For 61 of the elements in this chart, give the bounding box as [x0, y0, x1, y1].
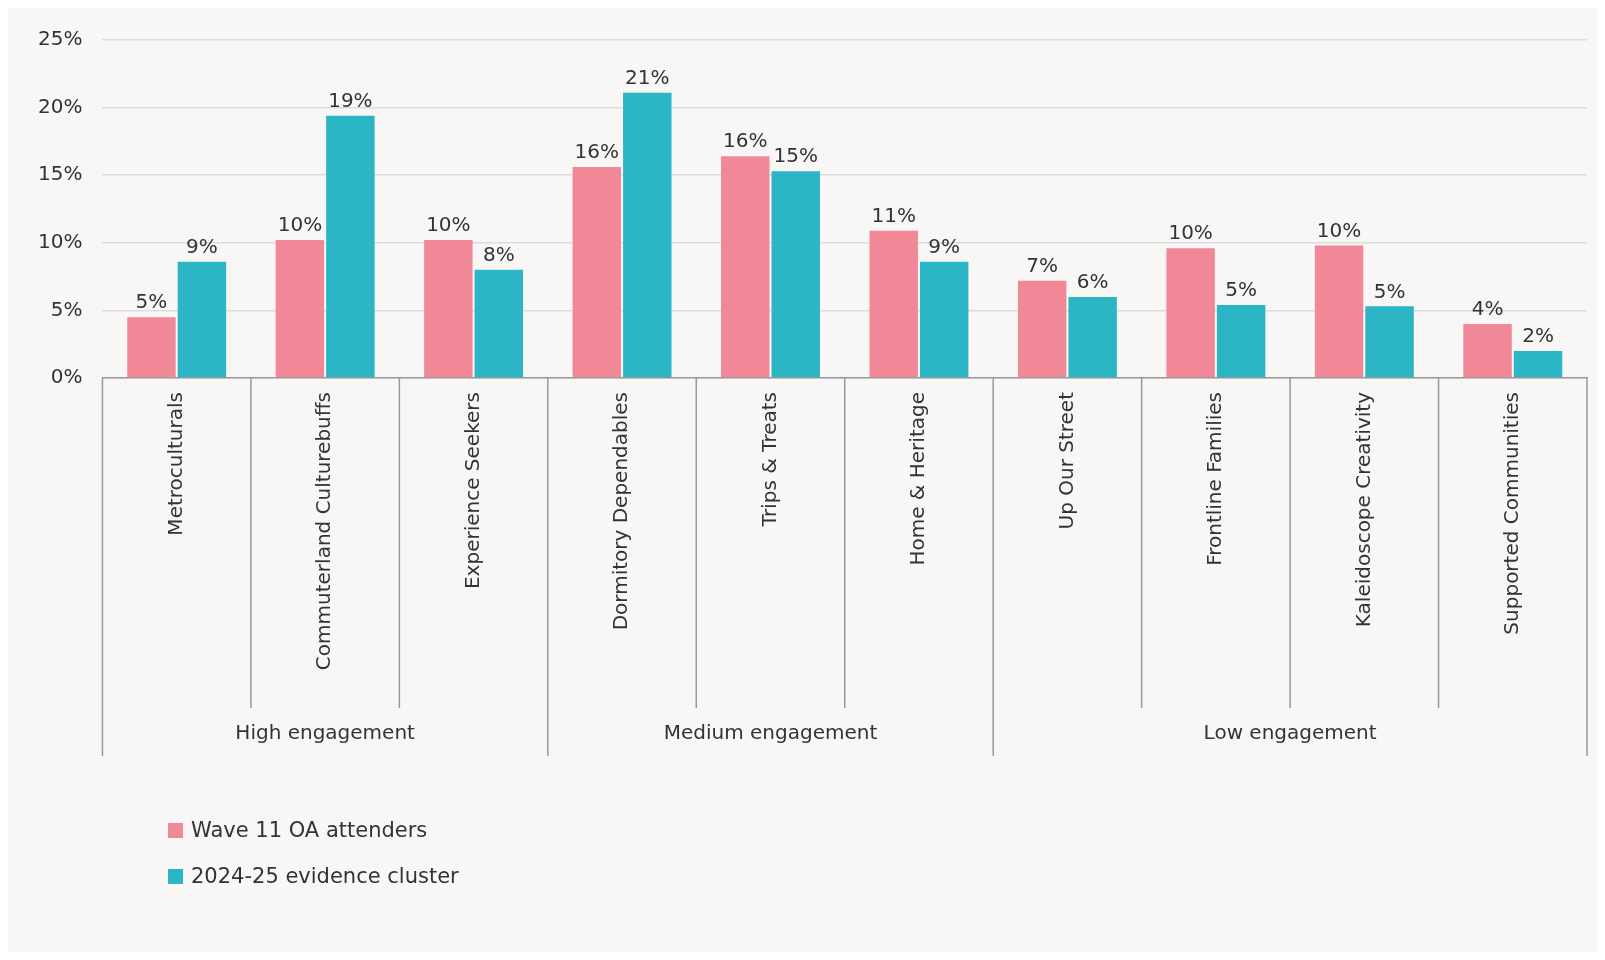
bar	[572, 167, 622, 378]
bar	[771, 171, 820, 378]
bar	[127, 317, 176, 378]
x-tick-label: Home & Heritage	[905, 392, 930, 566]
data-label: 9%	[928, 233, 961, 258]
y-tick-label: 10%	[38, 229, 83, 253]
data-label: 10%	[426, 212, 471, 237]
bar	[177, 261, 227, 378]
x-tick-label: Supported Communities	[1498, 392, 1523, 635]
data-label: 5%	[1373, 278, 1406, 303]
y-tick-label: 25%	[38, 26, 83, 51]
bar	[869, 230, 918, 378]
bar	[275, 240, 325, 378]
bar	[424, 240, 473, 378]
bar	[1166, 248, 1215, 378]
data-label: 16%	[574, 139, 620, 164]
data-label: 7%	[1026, 252, 1059, 277]
data-label: 5%	[1225, 277, 1257, 302]
data-label: 6%	[1076, 269, 1109, 294]
x-tick-label: Experience Seekers	[459, 392, 484, 590]
bar	[1463, 323, 1512, 378]
bar	[326, 115, 375, 378]
x-tick-label: Kaleidoscope Creativity	[1350, 391, 1375, 628]
x-tick-label: Trips & Treats	[756, 392, 781, 528]
bar	[1513, 350, 1563, 378]
data-label: 10%	[1316, 217, 1362, 242]
data-label: 19%	[328, 87, 373, 112]
x-tick-label: Commuterland Culturebuffs	[311, 392, 336, 671]
legend-label: Wave 11 OA attenders	[191, 818, 428, 842]
data-label: 8%	[482, 242, 515, 267]
y-tick-label: 20%	[38, 93, 83, 118]
text: Low engagement	[1203, 720, 1377, 745]
bar	[1365, 306, 1414, 378]
data-label: 5%	[135, 289, 168, 314]
data-label: 11%	[871, 202, 916, 227]
bar	[1216, 304, 1266, 378]
bar	[623, 92, 672, 378]
data-label: 15%	[773, 143, 818, 168]
bar	[1314, 245, 1364, 378]
data-label: 4%	[1471, 296, 1504, 321]
data-label: 10%	[277, 212, 323, 237]
x-tick-label: Metroculturals	[162, 392, 187, 536]
text: Medium engagement	[663, 720, 878, 745]
bar	[474, 269, 524, 378]
x-tick-label: Up Our Street	[1053, 391, 1078, 530]
data-label: 9%	[186, 233, 218, 258]
text: High engagement	[235, 720, 416, 745]
data-label: 16%	[723, 128, 768, 153]
data-label: 2%	[1522, 323, 1554, 348]
bar	[1068, 296, 1117, 378]
data-label: 21%	[625, 64, 670, 89]
legend-label: 2024-25 evidence cluster	[191, 864, 459, 888]
data-label: 10%	[1168, 220, 1213, 245]
bar	[919, 261, 969, 378]
x-tick-label: Frontline Families	[1202, 392, 1227, 566]
bar	[1017, 280, 1067, 378]
x-tick-label: Dormitory Dependables	[608, 392, 633, 631]
y-tick-label: 5%	[50, 296, 83, 321]
y-tick-label: 15%	[38, 161, 83, 186]
y-tick-label: 0%	[50, 364, 83, 389]
bar	[721, 156, 770, 378]
